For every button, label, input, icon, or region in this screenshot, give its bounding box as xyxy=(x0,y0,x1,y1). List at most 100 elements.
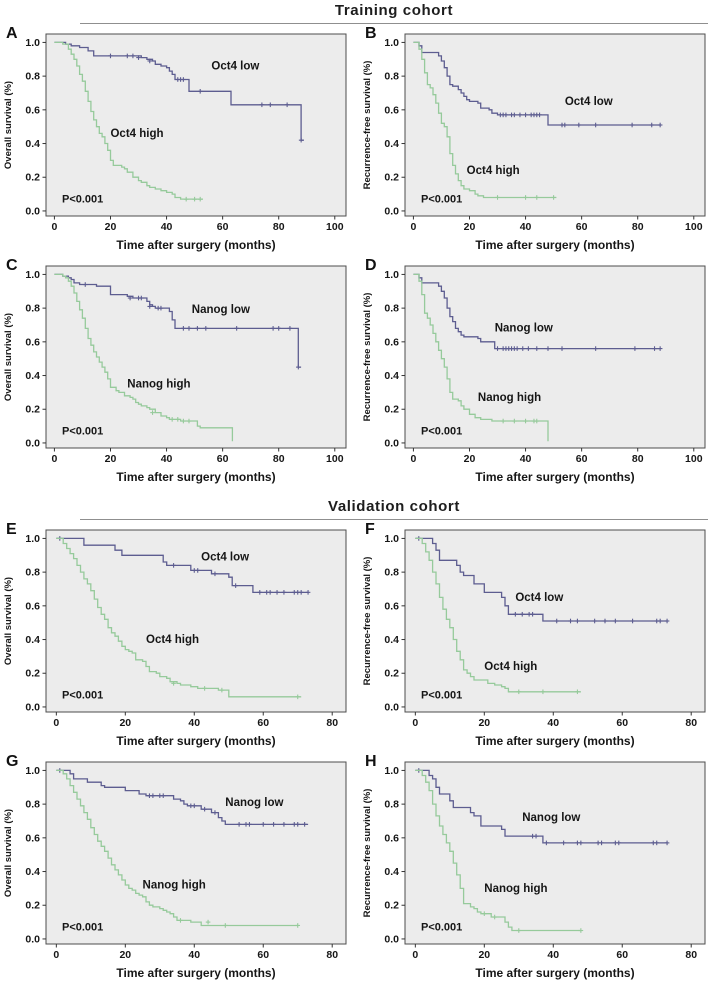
y-axis-title: Overall survival (%) xyxy=(3,809,14,897)
x-tick-label: 100 xyxy=(685,453,703,465)
x-tick-label: 40 xyxy=(547,949,559,961)
x-axis-title: Time after surgery (months) xyxy=(475,966,634,980)
y-tick-label: 0.4 xyxy=(384,138,399,150)
x-tick-label: 40 xyxy=(547,717,559,729)
x-tick-label: 80 xyxy=(326,949,338,961)
km-panel: H 0 20 40 60 80 0.0 0.2 0.4 0.6 0.8 1.0 Time after … xyxy=(359,752,718,984)
plot-area xyxy=(404,761,706,945)
y-tick-label: 0.4 xyxy=(25,370,40,382)
x-tick-label: 0 xyxy=(51,453,57,465)
training-title: Training cohort xyxy=(334,2,454,19)
x-tick-label: 20 xyxy=(105,221,117,233)
validation-header: Validation cohort xyxy=(80,496,708,520)
x-tick-label: 40 xyxy=(188,949,200,961)
x-tick-label: 60 xyxy=(616,949,628,961)
y-tick-label: 0.2 xyxy=(25,900,40,912)
x-tick-label: 40 xyxy=(161,453,173,465)
x-tick-label: 0 xyxy=(410,453,416,465)
y-tick-label: 0.8 xyxy=(25,567,40,579)
curve-label: Oct4 high xyxy=(146,634,199,646)
y-tick-label: 0.4 xyxy=(25,138,40,150)
y-tick-label: 0.8 xyxy=(25,71,40,83)
x-tick-label: 20 xyxy=(464,453,476,465)
y-tick-label: 0.2 xyxy=(25,668,40,680)
curve-label: Nanog high xyxy=(127,378,190,390)
x-tick-label: 0 xyxy=(51,221,57,233)
y-axis-title: Overall survival (%) xyxy=(3,81,14,169)
survival-curve xyxy=(54,273,302,368)
curve-label: Oct4 low xyxy=(565,96,613,108)
curve-label: Oct4 high xyxy=(467,165,520,177)
survival-curve xyxy=(56,537,309,594)
panel-letter: G xyxy=(6,753,19,770)
y-tick-label: 0.0 xyxy=(25,933,40,945)
y-tick-label: 1.0 xyxy=(384,533,399,545)
plot-area xyxy=(45,761,347,945)
x-tick-label: 60 xyxy=(217,453,229,465)
curve-label: Nanog low xyxy=(522,812,580,824)
km-chart-E: 0 20 40 60 80 0.0 0.2 0.4 0.6 0.8 1.0 Time after su… xyxy=(3,529,347,748)
km-panel: E 0 20 40 60 80 0.0 0.2 0.4 0.6 0.8 1.0 Time after … xyxy=(0,520,359,752)
y-tick-label: 0.6 xyxy=(384,600,399,612)
validation-panels: E 0 20 40 60 80 0.0 0.2 0.4 0.6 0.8 1.0 Time after … xyxy=(0,520,718,984)
y-tick-label: 0.6 xyxy=(25,104,40,116)
y-tick-label: 1.0 xyxy=(25,269,40,281)
survival-curve xyxy=(413,273,661,350)
y-tick-label: 0.2 xyxy=(25,172,40,184)
km-chart-D: 0 20 40 60 80 100 0.0 0.2 0.4 0.6 0.8 1.0 Time after… xyxy=(362,265,706,484)
validation-title: Validation cohort xyxy=(328,498,460,515)
x-tick-label: 40 xyxy=(188,717,200,729)
survival-curve xyxy=(415,769,581,932)
curve-label: Nanog low xyxy=(225,797,283,809)
x-tick-label: 60 xyxy=(257,949,269,961)
x-axis-title: Time after surgery (months) xyxy=(475,238,634,252)
x-tick-label: 0 xyxy=(53,717,59,729)
y-axis-title: Recurrence-free survival (%) xyxy=(362,789,373,918)
panel-letter: B xyxy=(365,25,377,42)
y-tick-label: 0.2 xyxy=(384,668,399,680)
km-chart-G: 0 20 40 60 80 0.0 0.2 0.4 0.6 0.8 1.0 Time after su… xyxy=(3,761,347,980)
y-tick-label: 0.8 xyxy=(384,71,399,83)
curve-label: Nanog low xyxy=(192,304,250,316)
p-value-label: P<0.001 xyxy=(62,922,103,934)
km-panel: F 0 20 40 60 80 0.0 0.2 0.4 0.6 0.8 1.0 Time after … xyxy=(359,520,718,752)
x-axis-title: Time after surgery (months) xyxy=(475,470,634,484)
x-tick-label: 20 xyxy=(478,717,490,729)
x-tick-label: 0 xyxy=(410,221,416,233)
x-tick-label: 0 xyxy=(412,717,418,729)
x-axis-title: Time after surgery (months) xyxy=(475,734,634,748)
curve-label: Oct4 low xyxy=(211,60,259,72)
survival-curve xyxy=(54,273,234,442)
x-tick-label: 80 xyxy=(632,221,644,233)
p-value-label: P<0.001 xyxy=(62,194,103,206)
y-tick-label: 0.0 xyxy=(25,701,40,713)
plot-area xyxy=(404,265,706,449)
x-tick-label: 100 xyxy=(326,453,344,465)
y-tick-label: 0.6 xyxy=(384,104,399,116)
x-axis-title: Time after surgery (months) xyxy=(116,734,275,748)
curve-label: Oct4 high xyxy=(484,661,537,673)
x-tick-label: 40 xyxy=(520,453,532,465)
x-tick-label: 60 xyxy=(616,717,628,729)
x-axis-title: Time after surgery (months) xyxy=(116,470,275,484)
survival-curve xyxy=(413,273,549,442)
km-chart-B: 0 20 40 60 80 100 0.0 0.2 0.4 0.6 0.8 1.0 Time after… xyxy=(362,33,706,252)
y-tick-label: 0.4 xyxy=(384,866,399,878)
y-tick-label: 1.0 xyxy=(25,37,40,49)
y-tick-label: 0.8 xyxy=(384,799,399,811)
x-tick-label: 40 xyxy=(520,221,532,233)
x-tick-label: 20 xyxy=(478,949,490,961)
y-tick-label: 0.2 xyxy=(384,404,399,416)
km-panel: C 0 20 40 60 80 100 0.0 0.2 0.4 0.6 0.8 1.0 Time aft… xyxy=(0,256,359,488)
x-tick-label: 80 xyxy=(632,453,644,465)
y-tick-label: 0.4 xyxy=(25,866,40,878)
x-tick-label: 80 xyxy=(326,717,338,729)
training-header: Training cohort xyxy=(80,0,708,24)
curve-label: Oct4 low xyxy=(515,592,563,604)
survival-curve xyxy=(413,41,661,126)
y-tick-label: 0.0 xyxy=(25,205,40,217)
curve-label: Oct4 low xyxy=(201,551,249,563)
km-panel: A 0 20 40 60 80 100 0.0 0.2 0.4 0.6 0.8 1.0 Time aft… xyxy=(0,24,359,256)
y-tick-label: 1.0 xyxy=(25,533,40,545)
